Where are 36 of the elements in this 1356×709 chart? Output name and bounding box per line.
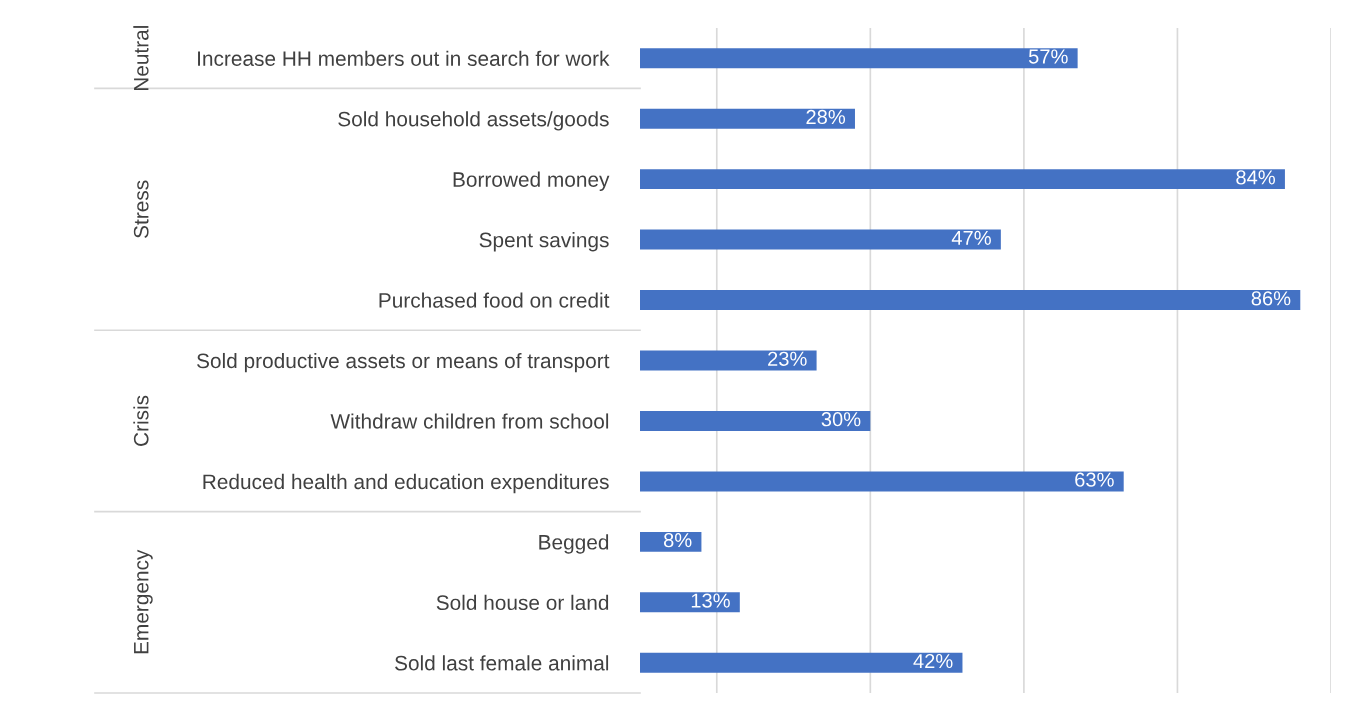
y-tick-label: Sold productive assets or means of transport: [197, 352, 610, 373]
y-tick-label: Spent savings: [479, 232, 609, 252]
y-tick-label: Sold last female animal: [395, 655, 609, 671]
data-label: 57%: [1028, 49, 1068, 64]
y-tick-label: Sold house or land: [436, 594, 609, 611]
bar: [640, 592, 740, 613]
bar: [640, 229, 1001, 250]
data-label: 8%: [663, 533, 692, 548]
text: Crisis: [133, 395, 149, 446]
data-label: 63%: [1075, 472, 1114, 487]
y-tick-label: Borrowed money: [453, 171, 610, 192]
bar: [640, 290, 1301, 311]
bar: [640, 350, 817, 371]
data-label: 47%: [951, 230, 991, 245]
y-tick-label: Withdraw children from school: [330, 413, 609, 429]
y-tick-label: Purchased food on credit: [379, 292, 610, 308]
text: Emergency: [134, 549, 153, 654]
bar: [640, 410, 871, 431]
y-tick-label: Reduced health and education expenditures: [203, 473, 609, 494]
y-tick-label: Begged: [539, 534, 609, 554]
data-label: 86%: [1251, 291, 1291, 306]
data-label: 30%: [821, 412, 861, 427]
text: Stress: [133, 180, 149, 238]
text: Neutral: [133, 26, 149, 91]
y-tick-label: Sold household assets/goods: [338, 111, 609, 131]
data-label: 84%: [1236, 170, 1275, 185]
bar: [640, 48, 1078, 69]
y-tick-label: Increase HH members out in search for work: [198, 50, 610, 66]
bar: [640, 652, 963, 673]
bar: [640, 108, 855, 129]
data-label: 28%: [806, 109, 846, 125]
data-label: 42%: [913, 653, 953, 669]
bar: [640, 169, 1285, 190]
bar: [640, 471, 1124, 492]
data-label: 23%: [768, 351, 807, 366]
data-label: 13%: [691, 593, 730, 608]
